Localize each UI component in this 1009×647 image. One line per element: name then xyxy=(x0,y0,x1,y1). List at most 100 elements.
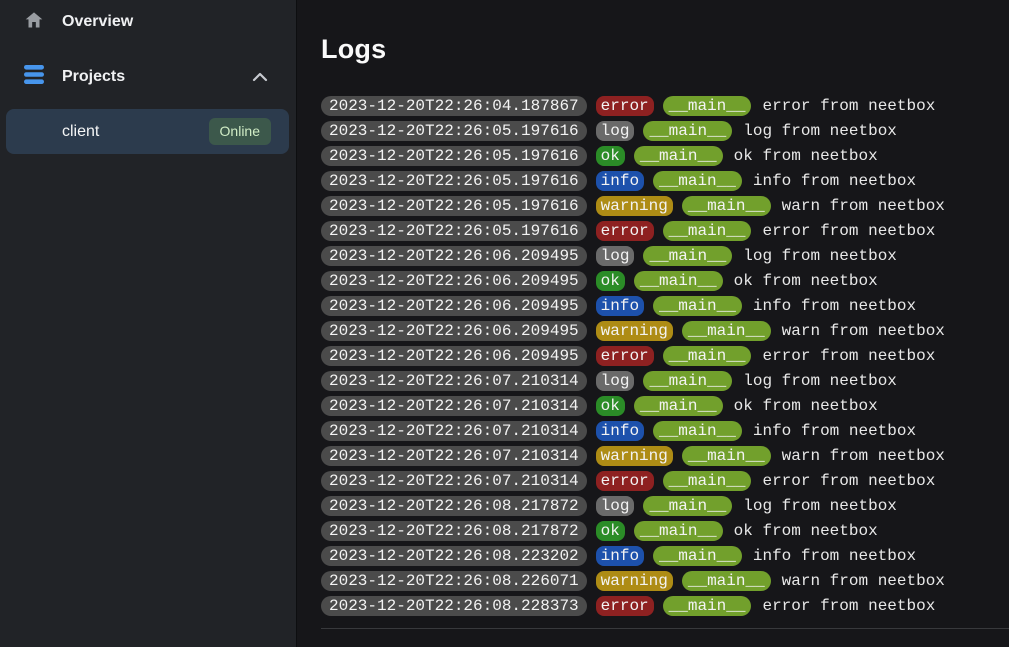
log-module-badge: __main__ xyxy=(653,546,742,566)
log-row[interactable]: 2023-12-20T22:26:07.210314 ok __main__ o… xyxy=(321,396,1009,416)
log-level-badge: warning xyxy=(595,446,673,466)
log-timestamp-badge: 2023-12-20T22:26:05.197616 xyxy=(321,121,587,141)
log-timestamp-badge: 2023-12-20T22:26:07.210314 xyxy=(321,446,587,466)
log-row[interactable]: 2023-12-20T22:26:08.217872 log __main__ … xyxy=(321,496,1009,516)
log-message: warn from neetbox xyxy=(781,447,945,465)
log-row[interactable]: 2023-12-20T22:26:07.210314 log __main__ … xyxy=(321,371,1009,391)
log-list: 2023-12-20T22:26:04.187867 error __main_… xyxy=(321,96,1009,616)
log-message: error from neetbox xyxy=(762,222,936,240)
log-module-badge: __main__ xyxy=(662,471,752,491)
log-row[interactable]: 2023-12-20T22:26:08.223202 info __main__… xyxy=(321,546,1009,566)
log-message: log from neetbox xyxy=(743,372,897,390)
log-level-badge: log xyxy=(595,496,635,516)
log-module-badge: __main__ xyxy=(643,246,733,266)
log-module-badge: __main__ xyxy=(662,221,752,241)
log-row[interactable]: 2023-12-20T22:26:06.209495 warning __mai… xyxy=(321,321,1009,341)
log-row[interactable]: 2023-12-20T22:26:07.210314 info __main__… xyxy=(321,421,1009,441)
log-message: warn from neetbox xyxy=(781,322,945,340)
log-message: ok from neetbox xyxy=(733,397,878,415)
log-row[interactable]: 2023-12-20T22:26:05.197616 error __main_… xyxy=(321,221,1009,241)
sidebar-item-overview[interactable]: Overview xyxy=(0,4,296,40)
log-timestamp-badge: 2023-12-20T22:26:05.197616 xyxy=(321,171,587,191)
log-timestamp-badge: 2023-12-20T22:26:05.197616 xyxy=(321,196,587,216)
log-row[interactable]: 2023-12-20T22:26:06.209495 log __main__ … xyxy=(321,246,1009,266)
log-level-badge: info xyxy=(595,421,645,441)
log-module-badge: __main__ xyxy=(633,271,723,291)
log-timestamp-badge: 2023-12-20T22:26:08.226071 xyxy=(321,571,587,591)
sidebar-item-client[interactable]: client Online xyxy=(6,109,289,154)
log-message: info from neetbox xyxy=(752,547,917,565)
log-message: log from neetbox xyxy=(743,247,897,265)
log-row[interactable]: 2023-12-20T22:26:08.228373 error __main_… xyxy=(321,596,1009,616)
log-module-badge: __main__ xyxy=(662,596,752,616)
log-message: log from neetbox xyxy=(743,497,897,515)
log-row[interactable]: 2023-12-20T22:26:05.197616 ok __main__ o… xyxy=(321,146,1009,166)
log-message: warn from neetbox xyxy=(781,572,945,590)
log-level-badge: warning xyxy=(595,571,673,591)
log-module-badge: __main__ xyxy=(633,521,723,541)
log-timestamp-badge: 2023-12-20T22:26:06.209495 xyxy=(321,271,587,291)
log-message: error from neetbox xyxy=(762,472,936,490)
log-row[interactable]: 2023-12-20T22:26:08.217872 ok __main__ o… xyxy=(321,521,1009,541)
log-level-badge: ok xyxy=(595,396,625,416)
log-module-badge: __main__ xyxy=(662,346,752,366)
log-message: ok from neetbox xyxy=(733,147,878,165)
log-row[interactable]: 2023-12-20T22:26:05.197616 log __main__ … xyxy=(321,121,1009,141)
log-timestamp-badge: 2023-12-20T22:26:08.223202 xyxy=(321,546,587,566)
log-level-badge: error xyxy=(595,471,654,491)
log-level-badge: log xyxy=(595,121,635,141)
log-message: info from neetbox xyxy=(752,422,917,440)
log-row[interactable]: 2023-12-20T22:26:06.209495 info __main__… xyxy=(321,296,1009,316)
log-module-badge: __main__ xyxy=(681,446,771,466)
log-timestamp-badge: 2023-12-20T22:26:04.187867 xyxy=(321,96,587,116)
log-message: ok from neetbox xyxy=(733,522,878,540)
log-timestamp-badge: 2023-12-20T22:26:08.217872 xyxy=(321,496,587,516)
sidebar-item-label: Projects xyxy=(62,68,126,85)
log-timestamp-badge: 2023-12-20T22:26:05.197616 xyxy=(321,146,587,166)
project-name: client xyxy=(62,122,100,140)
log-level-badge: error xyxy=(595,346,654,366)
home-icon xyxy=(24,10,44,35)
sidebar-item-projects[interactable]: Projects xyxy=(0,59,296,95)
log-row[interactable]: 2023-12-20T22:26:06.209495 ok __main__ o… xyxy=(321,271,1009,291)
log-row[interactable]: 2023-12-20T22:26:04.187867 error __main_… xyxy=(321,96,1009,116)
projects-list-icon xyxy=(24,65,44,89)
main-content: Logs 2023-12-20T22:26:04.187867 error __… xyxy=(297,0,1009,647)
log-message: info from neetbox xyxy=(752,172,917,190)
log-module-badge: __main__ xyxy=(643,371,733,391)
log-timestamp-badge: 2023-12-20T22:26:06.209495 xyxy=(321,321,587,341)
log-row[interactable]: 2023-12-20T22:26:05.197616 warning __mai… xyxy=(321,196,1009,216)
log-timestamp-badge: 2023-12-20T22:26:06.209495 xyxy=(321,296,587,316)
log-timestamp-badge: 2023-12-20T22:26:08.228373 xyxy=(321,596,587,616)
log-module-badge: __main__ xyxy=(633,146,723,166)
log-row[interactable]: 2023-12-20T22:26:05.197616 info __main__… xyxy=(321,171,1009,191)
log-row[interactable]: 2023-12-20T22:26:07.210314 warning __mai… xyxy=(321,446,1009,466)
log-module-badge: __main__ xyxy=(662,96,752,116)
sidebar: Overview Projects client Online xyxy=(0,0,297,647)
log-row[interactable]: 2023-12-20T22:26:08.226071 warning __mai… xyxy=(321,571,1009,591)
log-module-badge: __main__ xyxy=(653,421,742,441)
log-level-badge: ok xyxy=(595,521,625,541)
log-row[interactable]: 2023-12-20T22:26:06.209495 error __main_… xyxy=(321,346,1009,366)
log-timestamp-badge: 2023-12-20T22:26:07.210314 xyxy=(321,371,587,391)
log-timestamp-badge: 2023-12-20T22:26:07.210314 xyxy=(321,421,587,441)
log-message: error from neetbox xyxy=(762,347,936,365)
log-row[interactable]: 2023-12-20T22:26:07.210314 error __main_… xyxy=(321,471,1009,491)
log-level-badge: error xyxy=(595,596,654,616)
log-level-badge: log xyxy=(595,371,635,391)
log-message: error from neetbox xyxy=(762,97,936,115)
chevron-up-icon[interactable] xyxy=(252,72,268,82)
log-module-badge: __main__ xyxy=(653,296,742,316)
log-message: ok from neetbox xyxy=(733,272,878,290)
log-message: error from neetbox xyxy=(762,597,936,615)
log-message: info from neetbox xyxy=(752,297,917,315)
log-timestamp-badge: 2023-12-20T22:26:08.217872 xyxy=(321,521,587,541)
log-level-badge: warning xyxy=(595,321,673,341)
log-module-badge: __main__ xyxy=(681,196,771,216)
log-level-badge: error xyxy=(595,96,654,116)
log-level-badge: ok xyxy=(595,146,625,166)
log-timestamp-badge: 2023-12-20T22:26:07.210314 xyxy=(321,471,587,491)
log-timestamp-badge: 2023-12-20T22:26:05.197616 xyxy=(321,221,587,241)
log-level-badge: ok xyxy=(595,271,625,291)
